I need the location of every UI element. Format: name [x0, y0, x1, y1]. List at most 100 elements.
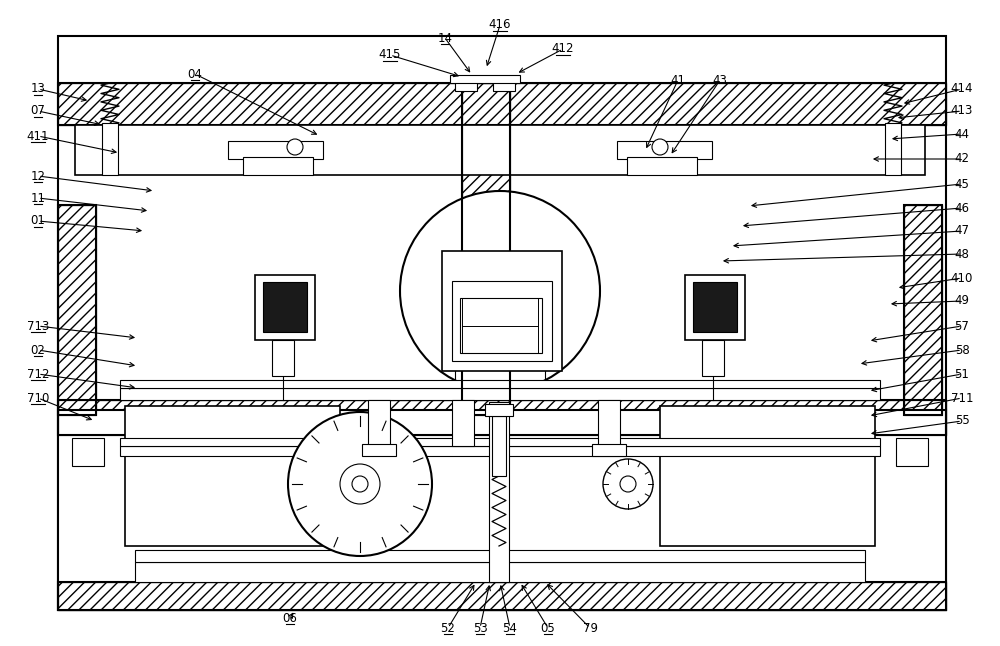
- Bar: [598, 400, 620, 446]
- Bar: [102, 123, 118, 175]
- Text: 57: 57: [955, 320, 969, 333]
- Bar: [452, 281, 552, 361]
- Bar: [693, 282, 737, 332]
- Bar: [120, 446, 880, 456]
- Bar: [58, 400, 946, 435]
- Bar: [450, 75, 520, 83]
- Bar: [120, 388, 880, 400]
- Bar: [617, 141, 712, 159]
- Text: 45: 45: [955, 178, 969, 191]
- Bar: [135, 562, 865, 582]
- Text: 53: 53: [473, 621, 487, 634]
- Text: 05: 05: [541, 621, 555, 634]
- Bar: [58, 36, 946, 610]
- Bar: [485, 404, 513, 416]
- Text: 54: 54: [503, 621, 517, 634]
- Text: 04: 04: [188, 67, 202, 81]
- Bar: [120, 380, 880, 388]
- Text: 416: 416: [489, 19, 511, 32]
- Bar: [362, 444, 396, 456]
- Text: 07: 07: [31, 105, 45, 118]
- Bar: [272, 340, 294, 376]
- Text: 710: 710: [27, 391, 49, 404]
- Text: 58: 58: [955, 344, 969, 357]
- Bar: [660, 406, 875, 546]
- Bar: [58, 205, 96, 415]
- Bar: [896, 438, 928, 466]
- Circle shape: [400, 191, 600, 391]
- Text: 01: 01: [31, 214, 45, 227]
- Text: 49: 49: [954, 295, 970, 307]
- Circle shape: [287, 139, 303, 155]
- Bar: [702, 340, 724, 376]
- Text: 410: 410: [951, 271, 973, 284]
- Text: 712: 712: [27, 368, 49, 380]
- Bar: [455, 365, 545, 381]
- Bar: [462, 83, 510, 415]
- Bar: [452, 400, 474, 446]
- Bar: [904, 205, 942, 415]
- Bar: [460, 298, 542, 353]
- Bar: [120, 438, 880, 446]
- Text: 12: 12: [30, 169, 46, 183]
- Text: 11: 11: [30, 191, 46, 205]
- Bar: [243, 157, 313, 175]
- Bar: [58, 582, 946, 610]
- Text: 06: 06: [283, 612, 297, 625]
- Text: 42: 42: [954, 152, 970, 165]
- Circle shape: [340, 464, 380, 504]
- Bar: [58, 205, 96, 415]
- Text: 47: 47: [954, 225, 970, 238]
- Bar: [255, 275, 315, 340]
- Bar: [592, 444, 626, 456]
- Bar: [58, 83, 946, 125]
- Text: 713: 713: [27, 320, 49, 333]
- Bar: [493, 77, 515, 91]
- Bar: [263, 282, 307, 332]
- Text: 41: 41: [670, 74, 686, 87]
- Bar: [58, 83, 946, 125]
- Bar: [125, 406, 340, 546]
- Bar: [492, 416, 506, 476]
- Bar: [489, 402, 509, 582]
- Bar: [442, 251, 562, 371]
- Bar: [627, 157, 697, 175]
- Bar: [455, 77, 477, 91]
- Circle shape: [652, 139, 668, 155]
- Text: 43: 43: [713, 74, 727, 87]
- Text: 79: 79: [582, 621, 598, 634]
- Circle shape: [288, 412, 432, 556]
- Bar: [885, 123, 901, 175]
- Bar: [58, 582, 946, 610]
- Bar: [462, 83, 510, 415]
- Text: 44: 44: [954, 127, 970, 140]
- Text: 13: 13: [31, 83, 45, 96]
- Text: 411: 411: [27, 129, 49, 143]
- Text: 412: 412: [552, 43, 574, 56]
- Bar: [58, 83, 946, 125]
- Bar: [75, 125, 925, 175]
- Text: 02: 02: [31, 344, 45, 357]
- Bar: [685, 275, 745, 340]
- Bar: [72, 438, 104, 466]
- Bar: [135, 550, 865, 562]
- Text: 14: 14: [438, 32, 452, 45]
- Bar: [368, 400, 390, 446]
- Bar: [58, 400, 946, 435]
- Bar: [228, 141, 323, 159]
- Text: 414: 414: [951, 83, 973, 96]
- Text: 46: 46: [954, 202, 970, 214]
- Circle shape: [603, 459, 653, 509]
- Bar: [455, 365, 545, 381]
- Bar: [462, 83, 510, 415]
- Bar: [904, 205, 942, 415]
- Bar: [58, 400, 946, 435]
- Text: 415: 415: [379, 48, 401, 61]
- Bar: [58, 582, 946, 610]
- Text: 48: 48: [955, 247, 969, 260]
- Text: 51: 51: [955, 368, 969, 380]
- Text: 711: 711: [951, 391, 973, 404]
- Circle shape: [352, 476, 368, 492]
- Bar: [58, 410, 946, 610]
- Bar: [58, 205, 96, 415]
